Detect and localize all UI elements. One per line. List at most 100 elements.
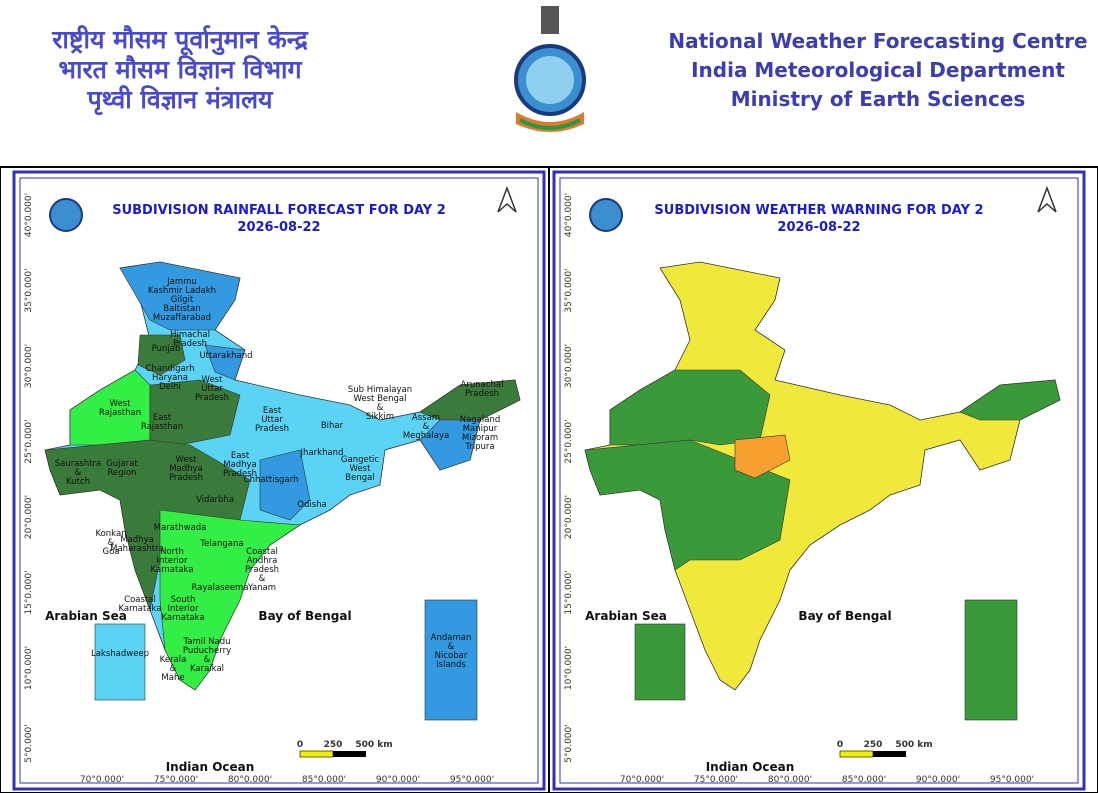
region-label: Gujarat — [106, 459, 138, 469]
region-label: West — [176, 455, 198, 465]
latitude-label: 40°0.000' — [564, 193, 574, 237]
region-label: Region — [107, 468, 136, 478]
latitude-label: 15°0.000' — [24, 570, 34, 614]
region-label: Tamil Nadu — [182, 637, 230, 647]
region-label: Andhra — [247, 556, 278, 566]
region-fill — [259, 449, 311, 521]
latitude-label: 10°0.000' — [564, 646, 574, 690]
latitude-label: 10°0.000' — [24, 646, 34, 690]
region-label: Yanam — [247, 583, 276, 593]
region-fill — [419, 419, 481, 471]
logo — [49, 198, 83, 232]
region-label: & — [204, 655, 211, 665]
region-label: Karnataka — [118, 604, 161, 614]
region-fill — [204, 344, 246, 381]
region-label: & — [108, 538, 115, 548]
region-label: East — [231, 451, 250, 461]
region-label: Madhya — [120, 535, 154, 545]
region-label: Rajasthan — [141, 422, 183, 432]
panel-title: SUBDIVISION WEATHER WARNING FOR DAY 2 — [654, 203, 983, 218]
scale-bar — [333, 751, 366, 757]
region-label: Nicobar — [435, 651, 468, 661]
region-label: Kerala — [160, 655, 187, 665]
region-label: Himachal — [170, 330, 210, 340]
region-label: Goa — [103, 547, 120, 557]
longitude-label: 80°0.000' — [228, 775, 272, 785]
region-label: Rayalaseema — [191, 583, 248, 593]
longitude-label: 85°0.000' — [302, 775, 346, 785]
region-label: Mahe — [161, 673, 184, 683]
region-label: Muzaffarabad — [153, 313, 211, 323]
sea-label: Indian Ocean — [706, 760, 795, 774]
region-label: Sub Himalayan — [348, 385, 412, 395]
panel-title: SUBDIVISION RAINFALL FORECAST FOR DAY 2 — [112, 203, 446, 218]
region-label: Lakshadweep — [91, 649, 149, 659]
region-label: Pradesh — [245, 565, 279, 575]
region-label: Uttarakhand — [199, 351, 252, 361]
region-fill — [159, 509, 301, 691]
longitude-label: 80°0.000' — [768, 775, 812, 785]
panel-border — [552, 170, 1086, 791]
english-line: Ministry of Earth Sciences — [731, 87, 1026, 111]
region-label: Andaman — [431, 633, 472, 643]
latitude-label: 30°0.000' — [564, 344, 574, 388]
region-label: Madhya — [223, 460, 257, 470]
region-label: Mizoram — [462, 433, 498, 443]
region-label: Karnataka — [150, 565, 193, 575]
north-arrow — [497, 185, 517, 213]
region-fill — [959, 379, 1061, 421]
region-label: Jammu — [166, 277, 197, 287]
region-label: Pradesh — [465, 389, 499, 399]
region-label: Manipur — [463, 424, 498, 434]
region-label: Haryana — [152, 373, 188, 383]
region-label: Jharkhand — [300, 448, 344, 458]
region-label: South — [171, 595, 196, 605]
region-label: Puducherry — [183, 646, 231, 656]
longitude-label: 90°0.000' — [916, 775, 960, 785]
region-label: West Bengal — [353, 394, 406, 404]
region-label: Vidarbha — [196, 495, 234, 505]
latitude-label: 40°0.000' — [24, 193, 34, 237]
panel-date: 2026-08-22 — [777, 220, 860, 235]
region-label: Meghalaya — [403, 431, 449, 441]
longitude-label: 70°0.000' — [620, 775, 664, 785]
region-label: Sikkim — [366, 412, 394, 422]
latitude-label: 25°0.000' — [24, 419, 34, 463]
hindi-line: राष्ट्रीय मौसम पूर्वानुमान केन्द्र — [51, 25, 308, 56]
region-label: Chhattisgarh — [244, 475, 299, 485]
latitude-label: 25°0.000' — [564, 419, 574, 463]
panel-border — [12, 170, 546, 791]
longitude-label: 95°0.000' — [990, 775, 1034, 785]
longitude-label: 95°0.000' — [450, 775, 494, 785]
region-fill — [119, 261, 241, 331]
region-label: Assam — [412, 413, 440, 423]
lakshadweep-box — [94, 623, 146, 701]
region-label: Punjab — [152, 344, 181, 354]
region-label: Bengal — [345, 473, 374, 483]
region-label: Karaikal — [190, 664, 224, 674]
longitude-label: 75°0.000' — [154, 775, 198, 785]
region-label: Uttar — [201, 384, 223, 394]
scale-label: 250 — [864, 740, 883, 750]
region-label: Chandigarh — [145, 364, 194, 374]
region-label: Maharashtra — [110, 544, 164, 554]
longitude-label: 75°0.000' — [694, 775, 738, 785]
region-label: Pradesh — [223, 469, 257, 479]
scale-bar — [873, 751, 906, 757]
hindi-line: भारत मौसम विज्ञान विभाग — [58, 55, 302, 84]
region-fill — [137, 334, 186, 376]
english-line: India Meteorological Department — [691, 58, 1065, 82]
region-label: Marathwada — [154, 523, 207, 533]
region-label: Pradesh — [169, 473, 203, 483]
scale-label: 500 km — [355, 740, 392, 750]
region-label: Madhya — [169, 464, 203, 474]
andaman-box — [424, 599, 478, 721]
region-label: Saurashtra — [55, 459, 102, 469]
andaman-box — [964, 599, 1018, 721]
region-label: West — [202, 375, 224, 385]
scale-bar — [839, 750, 874, 758]
map-panel: SUBDIVISION RAINFALL FORECAST FOR DAY 2 2… — [12, 170, 546, 791]
latitude-label: 35°0.000' — [564, 268, 574, 312]
region-label: Islands — [436, 660, 466, 670]
region-label: Nagaland — [460, 415, 501, 425]
